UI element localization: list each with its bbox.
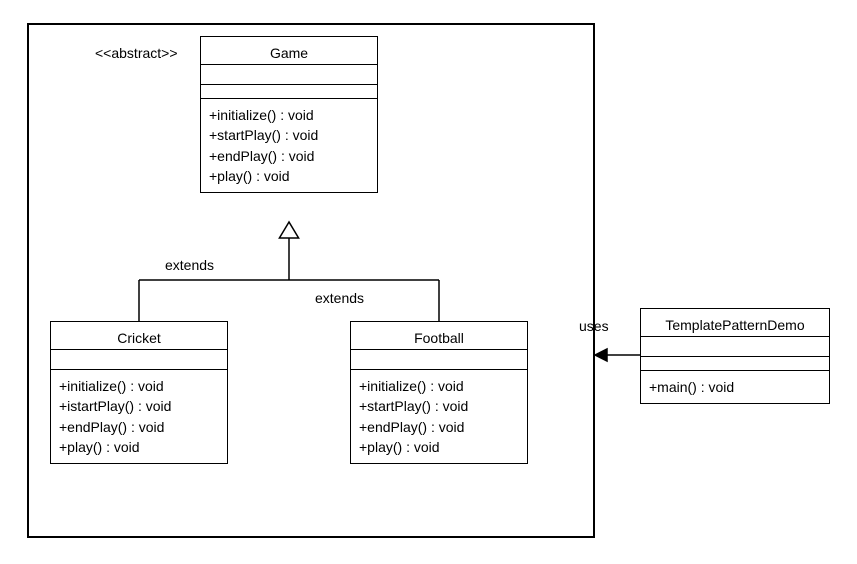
class-demo-methods: +main() : void [641,371,829,403]
class-football-title: Football [351,322,527,350]
class-cricket-title: Cricket [51,322,227,350]
class-cricket-methods: +initialize() : void +istartPlay() : voi… [51,370,227,463]
class-demo-attrs [641,337,829,357]
class-game: Game +initialize() : void +startPlay() : … [200,36,378,193]
class-cricket-attrs [51,350,227,370]
class-demo: TemplatePatternDemo +main() : void [640,308,830,404]
class-game-methods: +initialize() : void +startPlay() : void… [201,99,377,192]
edge-label-extends_left: extends [165,257,214,273]
class-football-methods: +initialize() : void +startPlay() : void… [351,370,527,463]
class-game-gap [201,85,377,99]
class-game-attrs [201,65,377,85]
class-game-title: Game [201,37,377,65]
edge-label-uses: uses [579,318,609,334]
stereotype-abstract-label: <<abstract>> [95,45,178,61]
uml-diagram-canvas: <<abstract>> Game +initialize() : void +st… [0,0,857,564]
class-cricket: Cricket +initialize() : void +istartPlay(… [50,321,228,464]
class-football: Football +initialize() : void +startPlay(… [350,321,528,464]
class-demo-title: TemplatePatternDemo [641,309,829,337]
class-demo-gap [641,357,829,371]
class-football-attrs [351,350,527,370]
edge-label-extends_right: extends [315,290,364,306]
